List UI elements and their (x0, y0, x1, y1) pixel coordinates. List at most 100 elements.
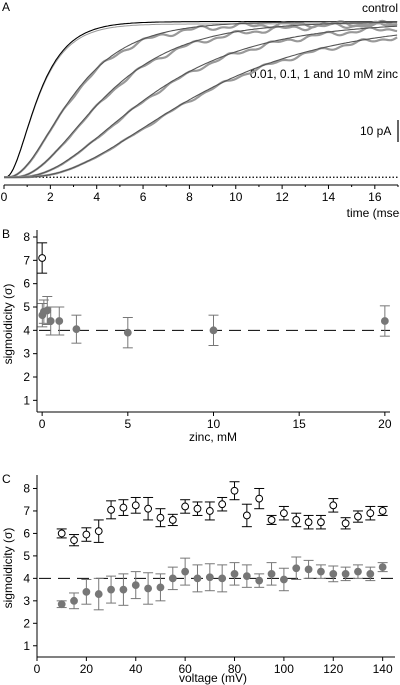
panel-c-point-filled (218, 574, 227, 583)
panel-c-point-filled (131, 581, 140, 589)
panel-c-point-filled (304, 565, 313, 574)
panel-b-point-filled (209, 326, 218, 335)
panel-c-point-open (354, 512, 362, 521)
panel-c-point-open (70, 536, 78, 545)
panel-b-y-tick-label: 7 (23, 253, 30, 267)
panel-b-y-tick-label: 8 (23, 230, 30, 244)
panel-c-point-open (82, 530, 91, 539)
panel-a-x-tick-label: 12 (275, 190, 289, 204)
trace-fit-4 (4, 34, 398, 178)
panel-c-point-filled (94, 590, 103, 598)
panel-c-point-open (168, 516, 177, 524)
panel-c-y-tick-label: 2 (23, 616, 30, 630)
panel-c-x-tick-label: 140 (373, 662, 393, 676)
panel-c-point-filled (341, 569, 350, 578)
panel-c-point-open (242, 511, 251, 520)
panel-a-x-tick-label: 14 (322, 190, 336, 204)
panel-c-point-filled (168, 574, 177, 583)
panel-a-x-tick-label: 6 (140, 190, 147, 204)
scale-bar-label: 10 pA (360, 124, 391, 138)
panel-c-letter: C (2, 472, 11, 486)
panel-c-point-filled (205, 573, 214, 582)
panel-a-plot: 0 2 4 6 8 10 12 14 16 (1, 19, 399, 204)
panel-b-x-tick-label: 5 (124, 417, 131, 431)
panel-c-point-open (94, 527, 103, 536)
panel-a-x-tick-label: 16 (368, 190, 382, 204)
panel-a-x-tick-label: 2 (47, 190, 54, 204)
panel-c-y-tick-label: 7 (23, 504, 30, 518)
panel-b-point-filled (380, 317, 389, 325)
panel-b-point-filled (72, 325, 81, 334)
panel-c-point-open (156, 513, 165, 522)
panel-b-y-tick-label: 6 (23, 277, 30, 291)
panel-b-x-tick-label: 0 (39, 417, 46, 431)
panel-c-y-tick-label: 8 (23, 481, 30, 495)
panel-c-y-tick-label: 1 (23, 639, 30, 653)
panel-c-point-open (341, 519, 350, 528)
trace-data-4 (4, 36, 398, 179)
panel-b-point-filled (55, 317, 64, 325)
panel-c-point-filled (107, 585, 115, 594)
panel-b-x-tick-label: 15 (292, 417, 306, 431)
panel-c-y-tick-label: 5 (23, 549, 30, 563)
panel-a-x-tick-label: 8 (186, 190, 193, 204)
panel-c-ylabel: sigmoidicity (σ) (1, 528, 15, 609)
trace-fit-2 (4, 21, 398, 178)
panel-c-x-tick-label: 20 (80, 662, 94, 676)
panel-c-point-filled (317, 567, 325, 576)
trace-fit-1 (4, 21, 398, 178)
panel-c-point-open (378, 507, 387, 515)
panel-c-point-open (255, 494, 264, 503)
trace-fit-3 (4, 25, 398, 178)
panel-b-point-filled (46, 317, 55, 325)
panel-c-point-open (218, 500, 227, 509)
panel-c-point-filled (70, 596, 78, 605)
panel-c-point-open (230, 486, 239, 495)
panel-c-point-filled (279, 575, 288, 584)
panel-c-point-filled (82, 587, 91, 596)
panel-c-point-open (304, 518, 313, 527)
panel-a-x-tick-label: 10 (229, 190, 243, 204)
panel-c-point-filled (255, 576, 264, 585)
panel-c-x-tick-label: 100 (274, 662, 294, 676)
zinc-concentrations-label: 0.01, 0.1, 1 and 10 mM zinc (250, 67, 398, 81)
panel-b-y-tick-label: 1 (23, 393, 30, 407)
panel-b-point-filled (123, 328, 132, 337)
panel-c-point-open (205, 507, 214, 515)
panel-b-ylabel: sigmoidicity (σ) (1, 284, 15, 365)
panel-c-x-tick-label: 0 (34, 662, 41, 676)
panel-c-point-filled (366, 569, 375, 578)
panel-c-point-filled (144, 584, 153, 593)
panel-c-point-filled (378, 563, 387, 572)
panel-c-point-open (292, 516, 301, 524)
panel-b-point-filled (43, 306, 52, 315)
panel-c-x-tick-label: 120 (323, 662, 343, 676)
panel-c-point-open (366, 509, 375, 518)
panel-a-letter: A (2, 0, 10, 14)
panel-c-point-filled (57, 600, 66, 609)
panel-c-point-open (131, 501, 140, 510)
panel-c-point-open (317, 518, 325, 527)
panel-c-point-filled (267, 569, 276, 578)
panel-c-point-filled (292, 564, 301, 573)
panel-a-xlabel: time (msec) (347, 206, 400, 220)
panel-c-x-tick-label: 40 (129, 662, 143, 676)
panel-c-y-tick-label: 6 (23, 526, 30, 540)
panel-b-point-open (38, 254, 47, 262)
panel-c-point-filled (354, 567, 362, 576)
control-label: control (362, 1, 398, 15)
panel-c-y-tick-label: 3 (23, 594, 30, 608)
trace-data-2 (4, 20, 398, 179)
panel-c-point-filled (230, 569, 239, 578)
panel-c-point-open (57, 529, 66, 538)
panel-c-y-tick-label: 4 (23, 571, 30, 585)
panel-c-point-open (107, 505, 115, 514)
panel-c-point-open (193, 504, 202, 513)
panel-c-point-filled (156, 583, 165, 592)
panel-b-letter: B (2, 227, 10, 241)
panel-b-x-tick-label: 10 (207, 417, 221, 431)
panel-c-point-filled (181, 567, 190, 576)
panel-c-x-tick-label: 60 (178, 662, 192, 676)
panel-c-point-open (181, 502, 190, 511)
